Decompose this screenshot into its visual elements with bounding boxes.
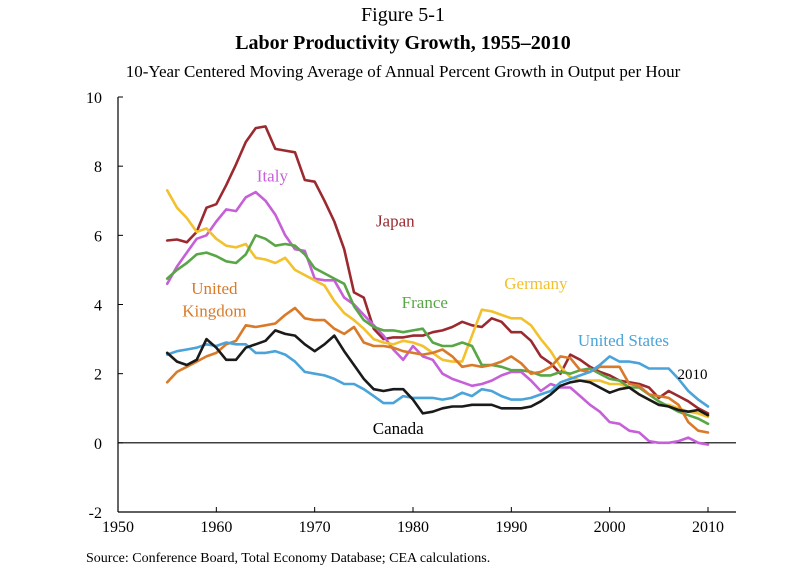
series-labels: Japan Italy Germany France United Kingdom Unit…: [182, 167, 707, 438]
x-tick-label: 1970: [299, 519, 331, 536]
y-tick-label: 10: [86, 90, 102, 107]
series-label: Germany: [504, 274, 568, 293]
x-tick-label: 1950: [102, 519, 134, 536]
series-label: Canada: [373, 419, 424, 438]
series-line-japan: [165, 125, 710, 415]
series-line-canada: [165, 329, 710, 417]
series-label: Italy: [257, 167, 289, 186]
series-line-italy: [165, 190, 710, 446]
figure-label: Figure 5-1: [361, 4, 445, 26]
y-tick-label: -2: [89, 505, 102, 522]
chart-title: Labor Productivity Growth, 1955–2010: [235, 32, 571, 54]
y-tick-label: 8: [94, 159, 102, 176]
series-label: Kingdom: [182, 302, 246, 321]
series-lines: [165, 125, 710, 446]
series-label: France: [402, 293, 448, 312]
series-label: United States: [578, 331, 669, 350]
x-tick-label: 2000: [594, 519, 626, 536]
axes: -2 0 2 4 6 8 10 1950 1960 1970 1980 1990 2000 2010: [86, 90, 736, 536]
x-tick-label: 1960: [200, 519, 232, 536]
x-tick-label: 1980: [397, 519, 429, 536]
series-line-germany: [165, 189, 710, 419]
y-tick-label: 4: [94, 298, 102, 315]
y-tick-label: 2: [94, 367, 102, 384]
y-tick-label: 0: [94, 436, 102, 453]
end-year-annotation: 2010: [678, 367, 708, 383]
x-tick-label: 1990: [495, 519, 527, 536]
chart-subtitle: 10-Year Centered Moving Average of Annua…: [125, 62, 681, 81]
y-tick-label: 6: [94, 228, 102, 245]
series-line-france: [165, 234, 710, 426]
series-line-united-states: [165, 341, 710, 408]
series-label: Japan: [376, 212, 415, 231]
series-label: United: [191, 279, 238, 298]
source-note: Source: Conference Board, Total Economy …: [86, 551, 491, 566]
x-tick-label: 2010: [692, 519, 724, 536]
series-line-united-kingdom: [165, 306, 710, 434]
